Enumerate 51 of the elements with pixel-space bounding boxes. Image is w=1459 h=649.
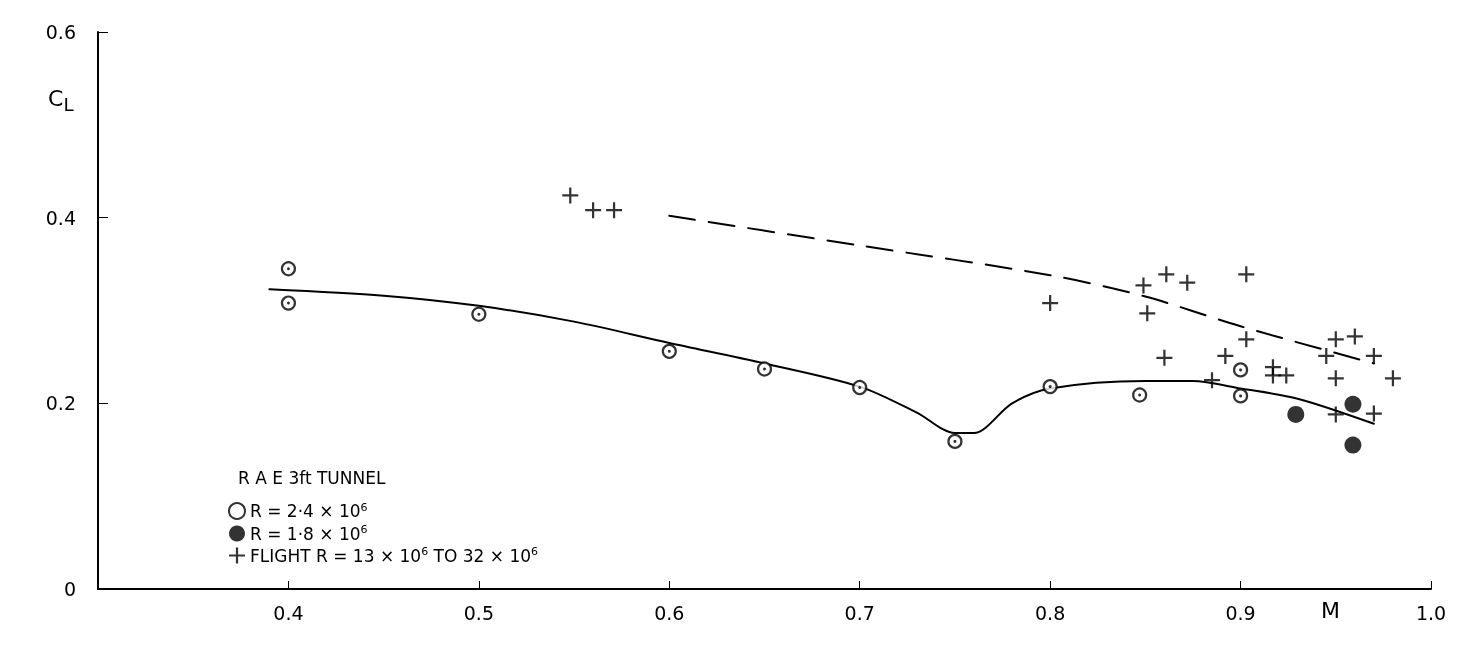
x-tick-label: 0.6 — [654, 601, 685, 624]
legend-title: R A E 3ft TUNNEL — [238, 467, 386, 488]
x-tick-label: 0.8 — [1035, 601, 1066, 624]
point — [1042, 379, 1058, 395]
x-tick-label: 0.4 — [273, 601, 304, 624]
point — [1287, 405, 1305, 423]
y-tick-label: 0.2 — [45, 392, 76, 415]
point — [1384, 370, 1401, 387]
y-tick-label: 0.6 — [45, 21, 76, 43]
y-tick-label: 0.4 — [45, 206, 76, 229]
point — [1232, 362, 1249, 378]
point — [1204, 372, 1221, 389]
point — [1318, 347, 1335, 364]
point — [661, 343, 677, 359]
point — [1217, 347, 1234, 364]
point — [1238, 331, 1255, 348]
point — [1365, 347, 1382, 364]
point — [1344, 436, 1362, 454]
point — [1344, 395, 1362, 413]
x-tick-label: 0.5 — [463, 601, 494, 624]
point — [1327, 406, 1344, 423]
point — [280, 261, 297, 277]
point — [1179, 274, 1196, 291]
x-axis-title: M — [1321, 597, 1340, 623]
point — [756, 361, 773, 377]
point — [1156, 349, 1173, 366]
point — [1042, 295, 1059, 312]
point — [1135, 277, 1152, 294]
point — [585, 202, 602, 219]
y-axis-title: C$_{L}$ — [48, 86, 74, 116]
point — [1264, 367, 1281, 384]
point — [947, 433, 963, 449]
y-tick-label: 0 — [63, 578, 76, 600]
point — [1158, 266, 1175, 283]
point — [606, 202, 623, 219]
point — [1365, 405, 1382, 422]
x-tick-label: 0.7 — [844, 601, 875, 624]
point — [1232, 388, 1249, 404]
point — [1238, 266, 1255, 283]
point — [1346, 328, 1363, 345]
x-tick-label: 1.0 — [1415, 601, 1447, 624]
point — [280, 295, 297, 311]
point — [1327, 370, 1344, 387]
point — [1139, 305, 1156, 322]
point — [852, 379, 868, 396]
point — [1132, 387, 1148, 403]
point — [1278, 367, 1295, 384]
point — [471, 306, 487, 322]
point — [1327, 331, 1344, 348]
x-tick-label: 0.9 — [1225, 601, 1256, 624]
point — [562, 187, 579, 204]
